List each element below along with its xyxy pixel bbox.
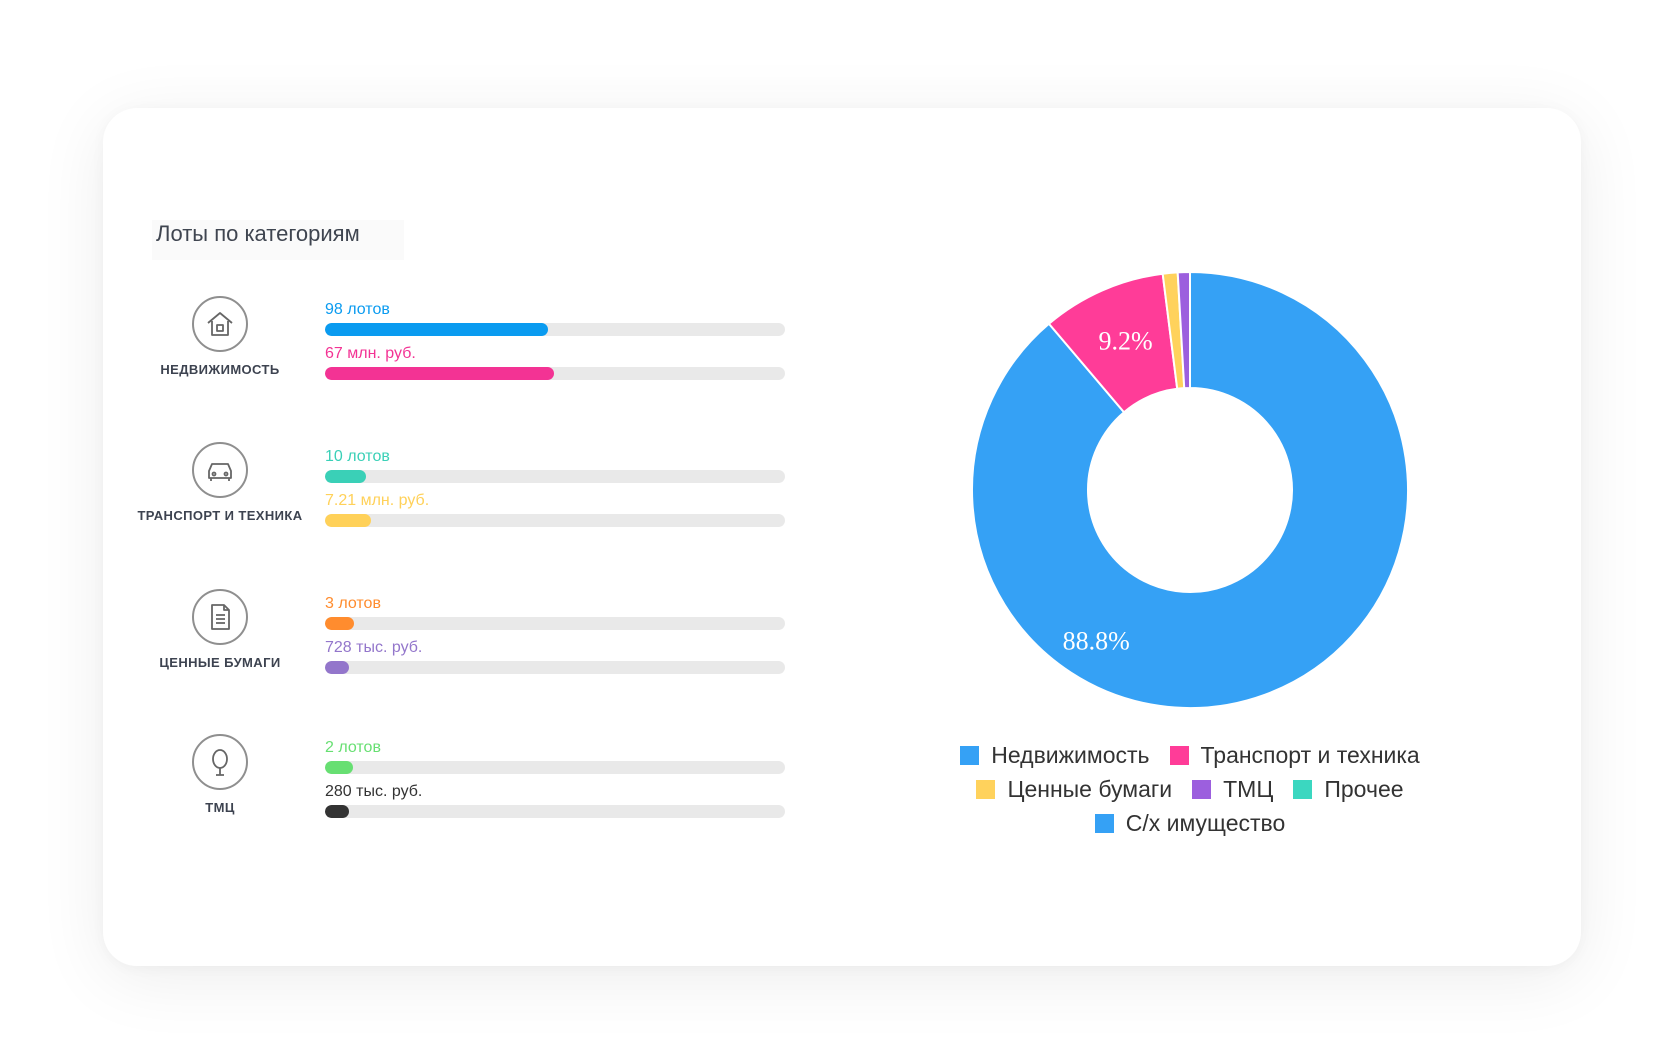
legend-row: Недвижимость Транспорт и техника (920, 738, 1460, 772)
legend-swatch (976, 779, 996, 799)
legend-item[interactable]: Транспорт и техника (1169, 738, 1420, 772)
legend-swatch (1169, 745, 1189, 765)
metric-securities-amount: 728 тыс. руб. (325, 639, 785, 674)
chart-legend: Недвижимость Транспорт и техника Ценные бу… (920, 738, 1460, 840)
legend-swatch (960, 745, 980, 765)
progress-track (325, 805, 785, 818)
progress-fill (325, 514, 371, 527)
metric-tmc-amount: 280 тыс. руб. (325, 783, 785, 818)
progress-track (325, 761, 785, 774)
legend-label: С/х имущество (1125, 810, 1286, 836)
legend-swatch (1293, 779, 1313, 799)
donut-chart: 88.8% 9.2% (950, 250, 1430, 730)
category-realty: НЕДВИЖИМОСТЬ (135, 296, 310, 411)
legend-item[interactable]: Прочее (1293, 772, 1404, 806)
progress-track (325, 514, 785, 527)
metric-tmc-lots: 2 лотов (325, 739, 785, 774)
category-label: НЕДВИЖИМОСТЬ (160, 362, 280, 377)
progress-track (325, 661, 785, 674)
legend-label: Недвижимость (991, 742, 1150, 768)
category-transport: ТРАНСПОРТ И ТЕХНИКА (135, 442, 310, 557)
progress-fill (325, 323, 549, 336)
legend-item[interactable]: Ценные бумаги (976, 772, 1172, 806)
legend-swatch (1192, 779, 1212, 799)
category-tmc: ТМЦ (135, 734, 310, 849)
metric-text: 67 млн. руб. (325, 345, 416, 362)
metric-text: 3 лотов (325, 595, 381, 612)
progress-fill (325, 761, 353, 774)
category-label: ЦЕННЫЕ БУМАГИ (159, 655, 281, 670)
tree-icon (192, 734, 248, 790)
progress-fill (325, 661, 350, 674)
donut-chart-svg: 88.8% 9.2% (971, 270, 1409, 709)
category-securities: ЦЕННЫЕ БУМАГИ (135, 589, 310, 704)
donut-data-label: 9.2% (1098, 327, 1152, 356)
legend-item[interactable]: Недвижимость (960, 738, 1150, 772)
category-label: ТРАНСПОРТ И ТЕХНИКА (137, 508, 303, 523)
progress-track (325, 367, 785, 380)
legend-item[interactable]: С/х имущество (1094, 806, 1286, 840)
donut-data-label: 88.8% (1063, 627, 1130, 656)
category-label: ТМЦ (205, 800, 235, 815)
legend-label: ТМЦ (1223, 776, 1274, 802)
legend-item[interactable]: ТМЦ (1192, 772, 1273, 806)
progress-fill (325, 617, 354, 630)
section-title: Лоты по категориям (152, 220, 404, 260)
metric-text: 10 лотов (325, 448, 390, 465)
car-icon (192, 442, 248, 498)
metric-realty-lots: 98 лотов (325, 301, 785, 336)
document-icon (192, 589, 248, 645)
metric-text: 728 тыс. руб. (325, 639, 423, 656)
progress-fill (325, 470, 367, 483)
legend-swatch (1094, 813, 1114, 833)
progress-fill (325, 367, 554, 380)
legend-row: Ценные бумаги ТМЦ Прочее (920, 772, 1460, 806)
legend-row: С/х имущество (920, 806, 1460, 840)
progress-track (325, 323, 785, 336)
legend-label: Транспорт и техника (1200, 742, 1420, 768)
progress-fill (325, 805, 349, 818)
donut-slice[interactable] (971, 270, 1409, 709)
legend-label: Прочее (1324, 776, 1404, 802)
metric-text: 7.21 млн. руб. (325, 492, 430, 509)
legend-label: Ценные бумаги (1007, 776, 1173, 802)
progress-track (325, 470, 785, 483)
metric-securities-lots: 3 лотов (325, 595, 785, 630)
donut-slice[interactable] (1176, 270, 1191, 390)
progress-track (325, 617, 785, 630)
metric-text: 280 тыс. руб. (325, 783, 423, 800)
metric-text: 98 лотов (325, 301, 390, 318)
metric-transport-amount: 7.21 млн. руб. (325, 492, 785, 527)
house-icon (192, 296, 248, 352)
metric-transport-lots: 10 лотов (325, 448, 785, 483)
metric-text: 2 лотов (325, 739, 381, 756)
metric-realty-amount: 67 млн. руб. (325, 345, 785, 380)
